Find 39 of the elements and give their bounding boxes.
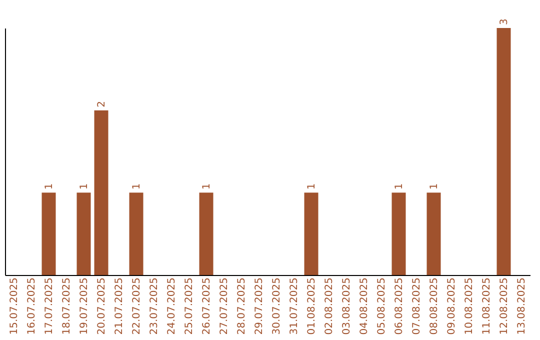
x-tick-label: 13.08.2025 <box>516 278 528 335</box>
x-tick-label: 22.07.2025 <box>131 278 142 335</box>
x-tick-label: 11.08.2025 <box>481 278 492 335</box>
x-tick-label: 29.07.2025 <box>254 278 265 335</box>
data-label: 3 <box>498 18 510 25</box>
x-tick-label: 01.08.2025 <box>306 278 318 335</box>
x-tick-label: 28.07.2025 <box>236 278 248 335</box>
x-tick-label: 15.07.2025 <box>8 278 20 335</box>
x-tick-label: 17.07.2025 <box>44 278 55 335</box>
x-tick-label: 30.07.2025 <box>271 278 282 335</box>
x-tick-label: 23.07.2025 <box>148 278 160 335</box>
x-tick-label: 10.08.2025 <box>464 278 475 335</box>
x-tick-label: 09.08.2025 <box>446 278 458 335</box>
x-tick-label: 06.08.2025 <box>394 278 405 335</box>
data-label: 1 <box>306 183 318 190</box>
x-tick-label: 03.08.2025 <box>341 278 352 335</box>
x-tick-label: 25.07.2025 <box>184 278 195 335</box>
x-tick-label: 26.07.2025 <box>201 278 212 335</box>
x-tick-label: 08.08.2025 <box>428 278 440 335</box>
x-tick-label: 24.07.2025 <box>166 278 178 335</box>
data-label: 1 <box>201 183 212 190</box>
x-tick-label: 20.07.2025 <box>96 278 108 335</box>
x-tick-label: 19.07.2025 <box>78 278 90 335</box>
data-label: 1 <box>131 183 142 190</box>
data-label: 1 <box>78 183 90 190</box>
x-tick-label: 12.08.2025 <box>498 278 510 335</box>
data-label: 1 <box>44 183 55 190</box>
x-tick-label: 02.08.2025 <box>324 278 335 335</box>
x-tick-label: 31.07.2025 <box>288 278 300 335</box>
data-label: 1 <box>428 183 440 190</box>
data-label: 1 <box>394 183 405 190</box>
x-tick-label: 05.08.2025 <box>376 278 388 335</box>
x-tick-label: 18.07.2025 <box>61 278 72 335</box>
x-tick-label: 16.07.2025 <box>26 278 38 335</box>
x-tick-label: 04.08.2025 <box>358 278 370 335</box>
x-tick-label: 07.08.2025 <box>411 278 422 335</box>
x-tick-label: 21.07.2025 <box>114 278 125 335</box>
x-tick-label: 27.07.2025 <box>218 278 230 335</box>
data-label: 2 <box>96 100 108 108</box>
